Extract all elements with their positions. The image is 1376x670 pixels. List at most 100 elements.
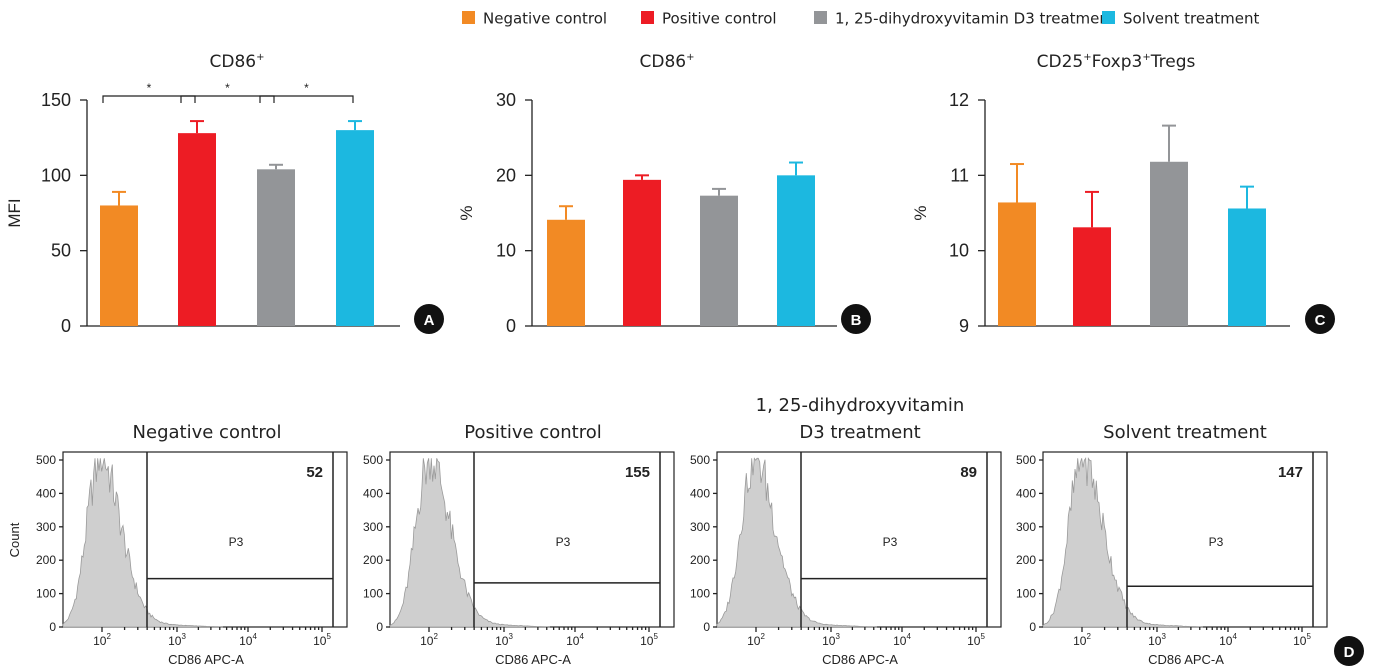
x-tick-base: 10: [1219, 634, 1233, 648]
histogram-area: [1042, 457, 1203, 628]
bar-chart-a: CD86+ MFI 0 50 100 150 * * * A: [5, 52, 444, 336]
panel-badge: [841, 304, 871, 334]
y-tick-label: 30: [496, 90, 516, 110]
y-axis-label: Count: [7, 522, 22, 557]
title-part: Tregs: [1150, 52, 1196, 72]
y-tick-label: 9: [959, 316, 969, 336]
legend-swatch: [462, 11, 475, 24]
panel-badge-letter: A: [424, 312, 435, 329]
histogram-title: Solvent treatment: [1103, 422, 1267, 443]
y-tick-label: 200: [1016, 553, 1036, 567]
y-tick-label: 300: [363, 520, 383, 534]
legend-swatch: [641, 11, 654, 24]
bar: [777, 175, 815, 326]
gate-label: P3: [1209, 535, 1224, 549]
x-tick-exponent: 5: [326, 632, 331, 641]
y-tick-label: 0: [506, 316, 516, 336]
x-tick-base: 10: [313, 634, 327, 648]
x-tick-label: 103: [495, 632, 513, 648]
y-tick-label: 0: [61, 316, 71, 336]
y-tick-label: 0: [49, 620, 56, 634]
bar: [178, 133, 216, 326]
x-tick-base: 10: [1073, 634, 1087, 648]
bar-chart-b: CD86+% 0 10 20 30 B: [457, 52, 871, 336]
histogram-panel: Positive controlP31550100200300400500102…: [363, 422, 675, 667]
x-tick-base: 10: [1293, 634, 1307, 648]
gate-label: P3: [883, 535, 898, 549]
y-axis-label: %: [457, 205, 476, 220]
y-tick-label: 100: [1016, 587, 1036, 601]
y-tick-label: 300: [36, 520, 56, 534]
x-tick-exponent: 5: [653, 632, 658, 641]
y-tick-label: 400: [1016, 486, 1036, 500]
bar: [257, 169, 295, 326]
y-tick-label: 500: [363, 453, 383, 467]
y-tick-label: 400: [36, 486, 56, 500]
x-tick-base: 10: [640, 634, 654, 648]
histogram-panel: Solvent treatment P3 147 0 100 200 300 400 500 10…: [1016, 422, 1328, 667]
y-tick-label: 12: [949, 90, 969, 110]
x-tick-label: 103: [822, 632, 840, 648]
x-tick-label: 102: [93, 632, 111, 648]
significance-star: *: [225, 81, 230, 95]
y-tick-label: 0: [1029, 620, 1036, 634]
bar: [700, 195, 738, 326]
event-count: 155: [625, 464, 650, 481]
x-axis-label: CD86 APC-A: [822, 652, 898, 667]
y-tick-label: 500: [36, 453, 56, 467]
legend: Negative control Positive control 1, 25-di…: [462, 10, 1259, 28]
legend-swatch: [1102, 11, 1115, 24]
chart-title: CD25+Foxp3+Tregs: [1037, 52, 1196, 72]
gate-label: P3: [556, 535, 571, 549]
title-part: CD86: [210, 52, 257, 72]
legend-label: Positive control: [662, 10, 777, 28]
bar: [1228, 208, 1266, 326]
panel-badge: [1334, 636, 1364, 666]
y-tick-label: 500: [1016, 453, 1036, 467]
y-tick-label: 0: [376, 620, 383, 634]
chart-title: CD86+: [640, 52, 695, 72]
panel-badge-letter: B: [851, 312, 862, 329]
x-tick-label: 103: [1148, 632, 1166, 648]
x-tick-exponent: 3: [181, 632, 186, 641]
y-tick-label: 400: [363, 486, 383, 500]
x-tick-base: 10: [566, 634, 580, 648]
significance-star: *: [147, 81, 152, 95]
legend-swatch: [814, 11, 827, 24]
y-axis-label: %: [911, 205, 930, 220]
bar: [100, 205, 138, 326]
x-tick-exponent: 4: [252, 632, 257, 641]
panel-badge-letter: C: [1315, 312, 1326, 329]
significance-bracket: [102, 95, 196, 103]
y-tick-label: 100: [363, 587, 383, 601]
y-tick-label: 400: [690, 486, 710, 500]
x-tick-base: 10: [1148, 634, 1162, 648]
x-tick-exponent: 4: [1232, 632, 1237, 641]
x-tick-exponent: 2: [1086, 632, 1091, 641]
legend-label: Solvent treatment: [1123, 10, 1259, 28]
histogram-area: [389, 458, 550, 628]
y-tick-label: 10: [949, 241, 969, 261]
x-tick-exponent: 5: [1306, 632, 1311, 641]
x-tick-label: 105: [1293, 632, 1311, 648]
x-tick-exponent: 2: [760, 632, 765, 641]
bar: [623, 179, 661, 326]
y-tick-label: 100: [41, 165, 71, 185]
x-tick-base: 10: [93, 634, 107, 648]
y-tick-label: 200: [363, 553, 383, 567]
bar: [1150, 161, 1188, 326]
y-tick-label: 10: [496, 241, 516, 261]
title-superscript: +: [256, 52, 264, 63]
x-tick-label: 104: [893, 632, 911, 648]
x-tick-base: 10: [893, 634, 907, 648]
x-tick-label: 102: [420, 632, 438, 648]
y-axis-label: MFI: [5, 198, 24, 227]
y-tick-label: 200: [36, 553, 56, 567]
x-tick-base: 10: [967, 634, 981, 648]
significance-bracket: [259, 95, 354, 103]
x-tick-base: 10: [239, 634, 253, 648]
legend-label: 1, 25-dihydroxyvitamin D3 treatment: [835, 10, 1115, 28]
legend-label: Negative control: [483, 10, 607, 28]
